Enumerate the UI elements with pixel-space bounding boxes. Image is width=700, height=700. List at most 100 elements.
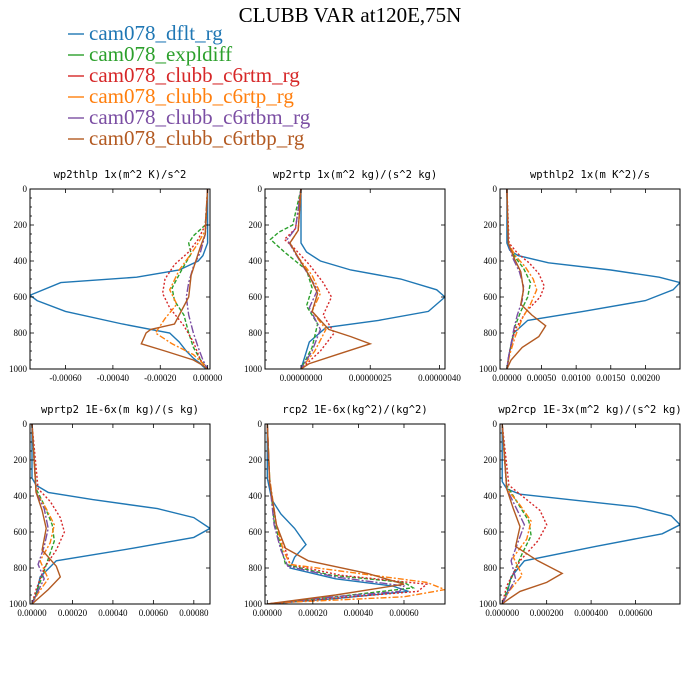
y-tick-label: 600 [484,292,498,302]
y-tick-label: 400 [14,256,28,266]
series-line-cam078_clubb_c6rtm_rg [506,189,546,369]
x-tick-label: 0.00000 [253,608,283,618]
y-tick-label: 600 [14,292,28,302]
legend-item: cam078_expldiff [68,42,232,66]
series-line-cam078_clubb_c6rtm_rg [266,424,429,604]
chart-panel: rcp2 1E-6x(kg^2)/(kg^2) 0 200 400 600 800 1000… [244,404,446,618]
panel-title: wp2rtp 1x(m^2 kg)/(s^2 kg) [273,169,437,181]
x-tick-label: 0.000400 [574,608,608,618]
legend-label: cam078_clubb_c6rtm_rg [89,63,300,87]
y-tick-label: 600 [249,527,263,537]
series-line-cam078_dflt_rg [30,189,209,369]
y-tick-label: 200 [14,220,28,230]
x-tick-label: 0.00000 [17,608,47,618]
series-line-cam078_clubb_c6rtm_rg [31,424,66,604]
series-line-cam078_clubb_c6rtm_rg [501,424,548,604]
series-line-cam078_clubb_c6rtp_rg [154,189,209,369]
y-tick-label: 200 [14,455,28,465]
y-tick-label: 0 [258,419,263,429]
y-tick-label: 200 [249,455,263,465]
chart-panel: wp2rtp 1x(m^2 kg)/(s^2 kg) 0 200 400 600 800 1… [244,169,461,383]
x-tick-label: 0.00020 [298,608,328,618]
y-tick-label: 1000 [9,599,28,609]
legend-label: cam078_clubb_c6rtbp_rg [89,126,305,150]
chart-panel: wp2rcp 1E-3x(m^2 kg)/(s^2 kg)0 200 400 600 8… [479,404,682,618]
panel-title: wpthlp2 1x(m K^2)/s [530,169,650,181]
x-tick-label: 0.000600 [619,608,653,618]
series-line-cam078_clubb_c6rtbp_rg [501,424,564,604]
y-tick-label: 800 [14,328,28,338]
series-line-cam078_clubb_c6rtm_rg [283,189,336,369]
y-tick-label: 200 [484,455,498,465]
plot-frame [29,423,211,605]
x-tick-label: 0.00000 [193,373,223,383]
y-tick-label: 600 [484,527,498,537]
legend-label: cam078_clubb_c6rtp_rg [89,84,294,108]
y-tick-label: 800 [484,563,498,573]
legend-label: cam078_clubb_c6rtbm_rg [89,105,311,129]
y-tick-label: 800 [249,563,263,573]
y-tick-label: 1000 [244,599,263,609]
series-line-cam078_expldiff [171,189,209,369]
x-tick-label: 0.00060 [139,608,169,618]
series-line-cam078_clubb_c6rtbp_rg [266,424,405,604]
x-tick-label: 0.00000040 [418,373,461,383]
x-tick-label: 0.00000 [492,373,522,383]
legend-label: cam078_dflt_rg [89,21,223,45]
y-tick-label: 0 [493,184,498,194]
legend-item: cam078_clubb_c6rtm_rg [68,63,300,87]
series-line-cam078_clubb_c6rtbm_rg [286,189,322,369]
legend: cam078_dflt_rgcam078_expldiffcam078_club… [68,21,311,150]
y-tick-label: 1000 [244,364,263,374]
x-tick-label: 0.00000000 [280,373,323,383]
chart-panel: wprtp2 1E-6x(m kg)/(s kg) 0 200 400 600 800 10… [9,404,211,618]
legend-label: cam078_expldiff [89,42,232,66]
y-tick-label: 0 [493,419,498,429]
x-tick-label: 0.00040 [98,608,128,618]
panels: wp2thlp 1x(m^2 K)/s^2 0 200 400 600 800 1000 -0… [9,169,682,618]
y-tick-label: 800 [14,563,28,573]
x-tick-label: 0.000200 [530,608,564,618]
x-tick-label: 0.00150 [596,373,626,383]
plot-frame [499,188,681,370]
series-line-cam078_clubb_c6rtbm_rg [501,424,526,604]
x-tick-label: 0.00080 [179,608,209,618]
series-line-cam078_clubb_c6rtm_rg [161,189,209,369]
y-tick-label: 1000 [479,364,498,374]
legend-item: cam078_dflt_rg [68,21,223,45]
x-tick-label: -0.00020 [144,373,177,383]
y-tick-label: 1000 [479,599,498,609]
figure-title: CLUBB VAR at120E,75N [239,3,462,27]
x-tick-label: 0.00050 [527,373,557,383]
y-tick-label: 0 [23,184,28,194]
series-line-cam078_dflt_rg [501,424,680,604]
panel-title: wp2rcp 1E-3x(m^2 kg)/(s^2 kg) [498,404,681,416]
series-line-cam078_dflt_rg [300,189,445,369]
x-tick-label: 0.00000025 [349,373,392,383]
panel-title: wprtp2 1E-6x(m kg)/(s kg) [41,404,199,416]
y-tick-label: 400 [14,491,28,501]
panel-title: wp2thlp 1x(m^2 K)/s^2 [54,169,187,181]
y-tick-label: 0 [258,184,263,194]
x-tick-label: -0.00060 [49,373,82,383]
series-line-cam078_clubb_c6rtbp_rg [31,424,62,604]
y-tick-label: 800 [484,328,498,338]
legend-item: cam078_clubb_c6rtbp_rg [68,126,305,150]
y-tick-label: 600 [249,292,263,302]
series-line-cam078_expldiff [31,424,56,604]
y-tick-label: 600 [14,527,28,537]
chart-panel: wp2thlp 1x(m^2 K)/s^2 0 200 400 600 800 1000 -0… [9,169,223,383]
y-tick-label: 200 [249,220,263,230]
y-tick-label: 400 [484,491,498,501]
series-line-cam078_clubb_c6rtbp_rg [289,189,373,369]
y-tick-label: 0 [23,419,28,429]
series-line-cam078_clubb_c6rtbp_rg [506,189,547,369]
y-tick-label: 400 [249,491,263,501]
panel-title: rcp2 1E-6x(kg^2)/(kg^2) [282,404,427,416]
series-line-cam078_clubb_c6rtbm_rg [31,424,49,604]
y-tick-label: 1000 [9,364,28,374]
plot-frame [264,188,446,370]
x-tick-label: 0.00020 [58,608,88,618]
series-line-cam078_clubb_c6rtbm_rg [185,189,209,369]
